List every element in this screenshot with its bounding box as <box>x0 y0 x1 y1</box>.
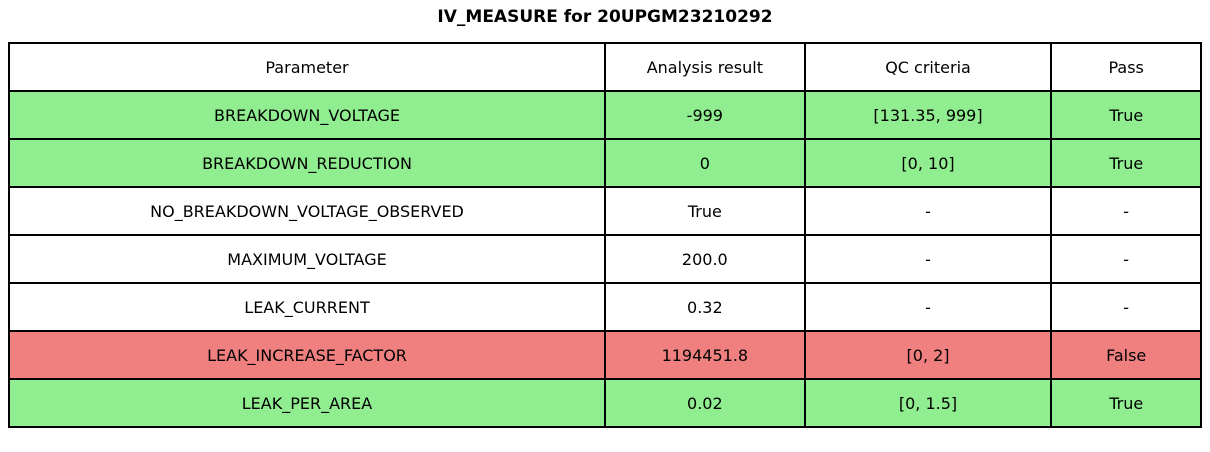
column-header-parameter: Parameter <box>8 42 606 92</box>
qc-criteria-cell: [0, 2] <box>803 330 1053 380</box>
analysis-result-cell: 1194451.8 <box>604 330 806 380</box>
analysis-result-cell: 0.32 <box>604 282 806 332</box>
table-row: NO_BREAKDOWN_VOLTAGE_OBSERVED True - - <box>8 186 1202 236</box>
qc-criteria-cell: - <box>803 234 1053 284</box>
page-title: IV_MEASURE for 20UPGM23210292 <box>437 7 773 27</box>
analysis-result-cell: 0 <box>604 138 806 188</box>
pass-cell: True <box>1050 90 1202 140</box>
analysis-result-cell: -999 <box>604 90 806 140</box>
parameter-cell: BREAKDOWN_VOLTAGE <box>8 90 606 140</box>
table-row: LEAK_INCREASE_FACTOR 1194451.8 [0, 2] Fa… <box>8 330 1202 380</box>
table-row: LEAK_CURRENT 0.32 - - <box>8 282 1202 332</box>
parameter-cell: NO_BREAKDOWN_VOLTAGE_OBSERVED <box>8 186 606 236</box>
analysis-result-cell: 0.02 <box>604 378 806 428</box>
qc-criteria-cell: - <box>803 186 1053 236</box>
table-row: BREAKDOWN_VOLTAGE -999 [131.35, 999] Tru… <box>8 90 1202 140</box>
qc-criteria-cell: [0, 1.5] <box>803 378 1053 428</box>
pass-cell: - <box>1050 282 1202 332</box>
pass-cell: - <box>1050 234 1202 284</box>
table-row: MAXIMUM_VOLTAGE 200.0 - - <box>8 234 1202 284</box>
parameter-cell: MAXIMUM_VOLTAGE <box>8 234 606 284</box>
analysis-result-cell: 200.0 <box>604 234 806 284</box>
table-header-row: Parameter Analysis result QC criteria Pa… <box>8 42 1202 92</box>
table-row: LEAK_PER_AREA 0.02 [0, 1.5] True <box>8 378 1202 428</box>
qc-criteria-cell: [131.35, 999] <box>803 90 1053 140</box>
pass-cell: False <box>1050 330 1202 380</box>
pass-cell: - <box>1050 186 1202 236</box>
parameter-cell: LEAK_CURRENT <box>8 282 606 332</box>
table-row: BREAKDOWN_REDUCTION 0 [0, 10] True <box>8 138 1202 188</box>
column-header-analysis-result: Analysis result <box>604 42 806 92</box>
column-header-qc-criteria: QC criteria <box>803 42 1053 92</box>
parameter-cell: BREAKDOWN_REDUCTION <box>8 138 606 188</box>
qc-criteria-cell: [0, 10] <box>803 138 1053 188</box>
pass-cell: True <box>1050 378 1202 428</box>
qc-results-table: Parameter Analysis result QC criteria Pa… <box>8 42 1202 428</box>
analysis-result-cell: True <box>604 186 806 236</box>
parameter-cell: LEAK_PER_AREA <box>8 378 606 428</box>
column-header-pass: Pass <box>1050 42 1202 92</box>
parameter-cell: LEAK_INCREASE_FACTOR <box>8 330 606 380</box>
pass-cell: True <box>1050 138 1202 188</box>
qc-criteria-cell: - <box>803 282 1053 332</box>
